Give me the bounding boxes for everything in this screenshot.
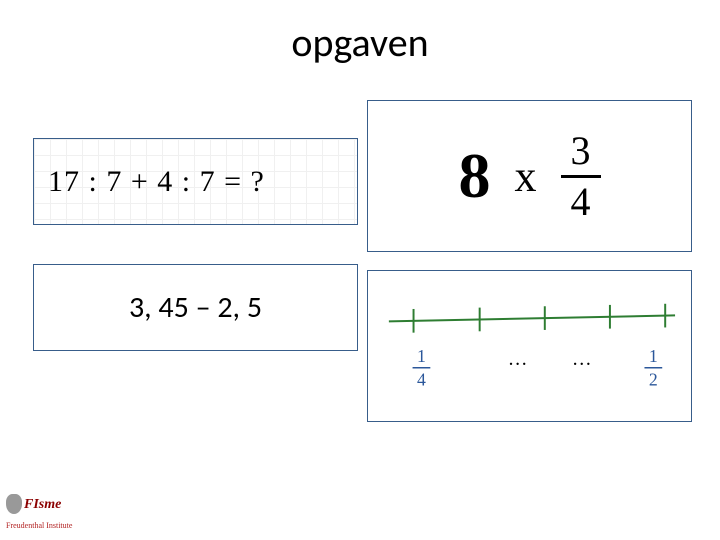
problem-box-3: 3, 45 – 2, 5 — [33, 264, 358, 351]
problem-2-operator: x — [515, 151, 537, 202]
logo: FIsme Freudenthal Institute — [6, 494, 126, 534]
logo-icon — [6, 494, 22, 514]
svg-text:…: … — [572, 348, 591, 370]
problem-box-1: 17 : 7 + 4 : 7 = ? — [33, 138, 358, 225]
svg-text:1: 1 — [649, 346, 658, 366]
number-line: 1 4 … … 1 2 — [368, 271, 691, 421]
problem-box-2: 8 x 3 4 — [367, 100, 692, 252]
problem-2-operand: 8 — [459, 139, 491, 213]
svg-text:2: 2 — [649, 369, 658, 389]
problem-1-expression: 17 : 7 + 4 : 7 = ? — [48, 165, 265, 199]
logo-sub-text: Freudenthal Institute — [6, 521, 72, 530]
fraction-numerator: 3 — [571, 131, 591, 171]
fraction-denominator: 4 — [571, 182, 591, 222]
fraction-bar — [561, 175, 601, 178]
slide-title: opgaven — [0, 18, 720, 67]
logo-main-text: FIsme — [24, 497, 61, 512]
svg-text:1: 1 — [417, 346, 426, 366]
svg-text:4: 4 — [417, 369, 426, 389]
problem-box-4: 1 4 … … 1 2 — [367, 270, 692, 422]
problem-3-expression: 3, 45 – 2, 5 — [129, 289, 262, 326]
svg-text:…: … — [508, 348, 527, 370]
problem-2-fraction: 3 4 — [561, 131, 601, 222]
